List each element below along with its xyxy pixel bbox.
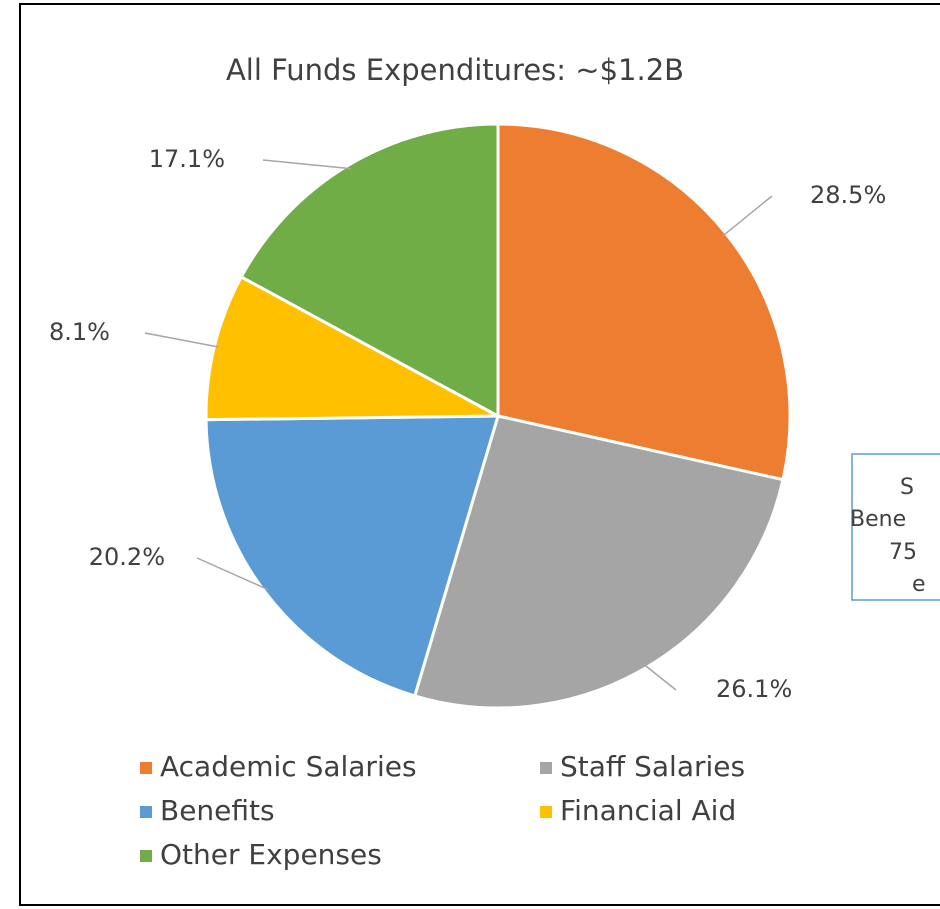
callout-text: S bbox=[900, 475, 914, 500]
pie-slice bbox=[204, 414, 501, 698]
legend-swatch bbox=[540, 762, 552, 774]
leader-line bbox=[722, 195, 773, 237]
callout-text: Bene bbox=[850, 507, 906, 532]
data-label: 8.1% bbox=[49, 318, 110, 346]
leader-line bbox=[144, 332, 219, 348]
chart-title: All Funds Expenditures: ~$1.2B bbox=[226, 53, 684, 87]
leader-line bbox=[262, 159, 351, 170]
legend-swatch bbox=[140, 806, 152, 818]
data-label: 28.5% bbox=[810, 181, 886, 209]
data-label: 26.1% bbox=[716, 675, 792, 703]
data-label: 20.2% bbox=[89, 543, 165, 571]
callout-text: e bbox=[912, 572, 926, 597]
legend-label: Financial Aid bbox=[560, 794, 736, 827]
data-label: 17.1% bbox=[149, 145, 225, 173]
pie-slice bbox=[412, 414, 785, 710]
legend-swatch bbox=[140, 850, 152, 862]
callout-box bbox=[851, 453, 940, 601]
legend-label: Staff Salaries bbox=[560, 750, 745, 783]
leader-line bbox=[196, 557, 269, 591]
leader-line bbox=[643, 663, 677, 691]
legend-label: Benefits bbox=[160, 794, 275, 827]
legend-swatch bbox=[540, 806, 552, 818]
callout-text: 75 bbox=[889, 540, 917, 565]
legend-label: Other Expenses bbox=[160, 838, 382, 871]
pie-slice bbox=[239, 122, 500, 419]
legend-label: Academic Salaries bbox=[160, 750, 417, 783]
legend-swatch bbox=[140, 762, 152, 774]
